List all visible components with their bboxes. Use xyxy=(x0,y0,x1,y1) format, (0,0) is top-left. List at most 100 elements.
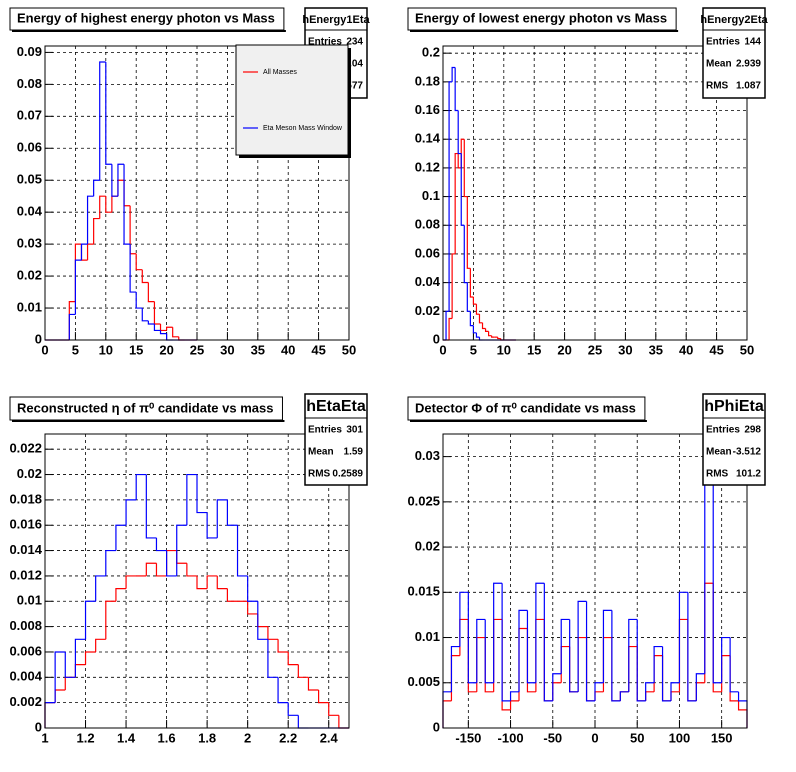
y-tick-label: 0.16 xyxy=(415,102,440,117)
y-tick-label: 0.02 xyxy=(17,466,42,481)
histogram-bin xyxy=(459,591,469,647)
stats-box xyxy=(702,7,766,99)
histogram-bin xyxy=(226,588,238,602)
histogram-bin xyxy=(535,582,545,683)
x-tick-label: -50 xyxy=(543,730,562,745)
x-tick-label: 10 xyxy=(497,342,511,357)
stats-value: 144 xyxy=(744,37,761,48)
x-tick-label: -150 xyxy=(455,730,481,745)
x-tick-label: 25 xyxy=(588,342,602,357)
x-tick-label: 30 xyxy=(618,342,632,357)
histogram-bin xyxy=(493,582,503,683)
y-tick-label: 0.015 xyxy=(407,584,440,599)
histogram-bin xyxy=(451,253,456,319)
histogram-bin xyxy=(454,152,459,254)
x-tick-label: 2.2 xyxy=(279,730,297,745)
stats-value: 101.2 xyxy=(736,469,761,480)
histogram-bin xyxy=(99,61,106,181)
plot-frame-border xyxy=(442,433,748,729)
x-tick-label: 35 xyxy=(649,342,663,357)
histogram-bin xyxy=(115,588,127,602)
histogram-bin xyxy=(526,610,536,684)
histogram-bin xyxy=(64,651,76,678)
histogram-bin xyxy=(445,310,450,340)
histogram-bin xyxy=(457,110,462,155)
panel: 0 0.002 0.004 0.006 0.008 0.01 0.012 0.014 0.016… xyxy=(9,393,368,745)
histogram-bin xyxy=(166,550,177,577)
y-tick-label: 0.008 xyxy=(9,618,42,633)
stats-value: 0.2589 xyxy=(332,469,363,480)
y-tick-label: 0.09 xyxy=(17,44,42,59)
y-tick-label: 0.018 xyxy=(9,491,42,506)
plot-frame-border xyxy=(442,45,748,341)
stats-value: 234 xyxy=(346,37,363,48)
chart-title: Energy of highest energy photon vs Mass xyxy=(17,10,275,25)
stats-label: Entries xyxy=(706,425,740,436)
x-tick-label: 45 xyxy=(709,342,723,357)
y-tick-label: 0.1 xyxy=(422,188,440,203)
histogram-bin xyxy=(147,320,155,325)
stats-label: RMS xyxy=(308,469,331,480)
y-tick-label: 0.012 xyxy=(9,567,42,582)
histogram-bin xyxy=(153,324,161,332)
histogram-bin xyxy=(488,331,492,337)
plot-frame-border xyxy=(44,45,350,341)
x-tick-label: -100 xyxy=(498,730,524,745)
stats-box xyxy=(702,393,766,486)
histogram-bin xyxy=(509,691,519,701)
y-tick-label: 0.04 xyxy=(415,274,441,289)
histogram-bin xyxy=(166,326,173,331)
histogram-bin xyxy=(577,600,587,692)
histogram-bin xyxy=(695,673,705,701)
histogram-bin xyxy=(619,691,629,701)
histogram-bin xyxy=(186,563,197,577)
histogram-bin xyxy=(476,618,486,683)
y-tick-label: 0.08 xyxy=(415,217,440,232)
histogram-bin xyxy=(141,308,149,322)
y-tick-label: 0.025 xyxy=(407,493,440,508)
histogram-bin xyxy=(145,562,157,576)
histogram-bin xyxy=(670,682,680,701)
histogram-bin xyxy=(491,335,495,338)
x-tick-label: 15 xyxy=(527,342,541,357)
histogram-bin xyxy=(518,609,528,692)
histogram-bin xyxy=(86,195,94,245)
histogram-bin xyxy=(661,646,671,702)
histogram-bin xyxy=(472,325,477,334)
y-tick-label: 0.005 xyxy=(407,674,440,689)
y-tick-label: 0.01 xyxy=(17,299,42,314)
x-tick-label: 50 xyxy=(630,730,644,745)
title-shadow xyxy=(12,420,285,422)
stats-label: Mean xyxy=(706,447,732,458)
stats-box xyxy=(304,393,368,486)
x-tick-label: 50 xyxy=(342,342,356,357)
histogram-bin xyxy=(226,499,238,526)
y-tick-label: 0.05 xyxy=(17,172,42,187)
x-tick-label: 1.8 xyxy=(198,730,216,745)
histogram-bin xyxy=(216,499,228,538)
histogram-bin xyxy=(466,282,471,312)
histogram-bin xyxy=(543,583,553,702)
y-tick-label: 0.12 xyxy=(415,159,440,174)
histogram-bin xyxy=(68,313,76,340)
histogram-bin xyxy=(99,195,106,219)
histogram-bin xyxy=(287,651,299,666)
stats-label: Entries xyxy=(706,37,740,48)
x-tick-label: 100 xyxy=(669,730,691,745)
chart-title: Energy of lowest energy photon vs Mass xyxy=(415,10,667,25)
histogram-bin xyxy=(552,673,562,701)
y-tick-label: 0.06 xyxy=(17,140,42,155)
chart-title: Detector Φ of π⁰ candidate vs mass xyxy=(415,400,636,415)
stats-label: Mean xyxy=(308,447,334,458)
histogram-bin xyxy=(448,317,453,340)
y-tick-label: 0.06 xyxy=(415,245,440,260)
histogram-bin xyxy=(141,269,149,284)
histogram-bin xyxy=(95,575,106,602)
x-tick-label: 10 xyxy=(99,342,113,357)
stats-name: hEtaEta xyxy=(306,398,366,415)
histogram-bin xyxy=(84,600,96,640)
histogram-bin xyxy=(318,689,329,704)
x-tick-label: 1.4 xyxy=(117,730,136,745)
histogram-bin xyxy=(687,592,697,702)
histogram-bin xyxy=(457,153,462,169)
